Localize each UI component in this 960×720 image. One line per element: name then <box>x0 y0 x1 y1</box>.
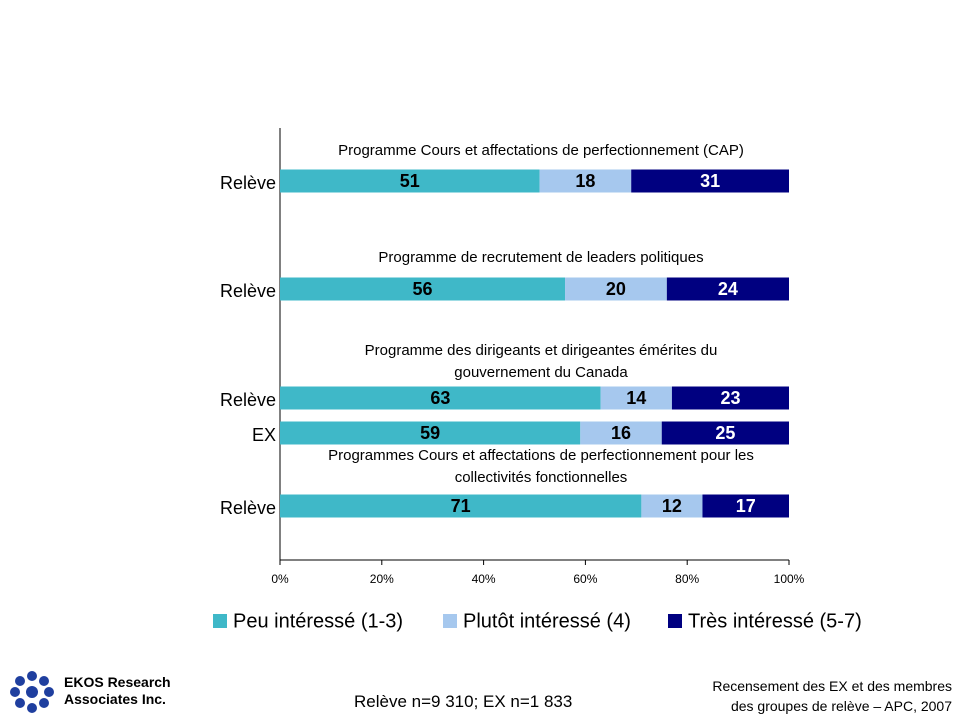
bar-segment <box>539 169 632 193</box>
legend-swatch <box>443 614 457 628</box>
y-tick-label: Relève <box>220 281 276 301</box>
group-heading: Programmes Cours et affectations de perf… <box>328 447 754 486</box>
value-label: 14 <box>626 388 646 408</box>
bar-segment <box>631 169 789 193</box>
legend-swatch <box>668 614 682 628</box>
legend-label: Peu intéressé (1-3) <box>233 610 403 632</box>
legend-label: Très intéressé (5-7) <box>688 610 862 632</box>
bar-segment <box>280 169 540 193</box>
source-note: Recensement des EX et des membres des gr… <box>712 678 952 714</box>
legend-swatch <box>213 614 227 628</box>
y-tick-label: EX <box>252 425 276 445</box>
bar-segment <box>600 386 672 410</box>
bar-segment <box>671 386 789 410</box>
value-label: 23 <box>720 388 740 408</box>
company: EKOS Research Associates Inc. <box>64 674 171 707</box>
group-heading: Programme des dirigeants et dirigeantes … <box>364 342 718 381</box>
x-tick-label: 100% <box>774 572 805 586</box>
bar-segment <box>702 494 789 518</box>
value-label: 20 <box>606 279 626 299</box>
legend-label: Plutôt intéressé (4) <box>463 610 631 632</box>
x-tick-label: 80% <box>675 572 699 586</box>
bar-segment <box>565 277 667 301</box>
bar-segment <box>280 277 566 301</box>
value-label: 12 <box>662 496 682 516</box>
value-label: 25 <box>715 423 735 443</box>
x-tick-label: 0% <box>271 572 289 586</box>
logo <box>10 671 54 713</box>
bar-segment <box>280 421 581 445</box>
bar-segment <box>661 421 789 445</box>
bar-segment <box>280 494 642 518</box>
value-label: 18 <box>575 171 595 191</box>
value-label: 71 <box>451 496 471 516</box>
x-tick-label: 20% <box>370 572 394 586</box>
y-tick-label: Relève <box>220 390 276 410</box>
value-label: 31 <box>700 171 720 191</box>
sample-note: Relève n=9 310; EX n=1 833 <box>354 692 573 711</box>
bar-segment <box>580 421 662 445</box>
value-label: 51 <box>400 171 420 191</box>
y-tick-label: Relève <box>220 498 276 518</box>
value-label: 16 <box>611 423 631 443</box>
y-tick-label: Relève <box>220 173 276 193</box>
value-label: 56 <box>413 279 433 299</box>
bar-segment <box>280 386 601 410</box>
bar-segment <box>666 277 789 301</box>
value-label: 63 <box>430 388 450 408</box>
group-heading: Programme de recrutement de leaders poli… <box>378 249 704 266</box>
bar-segment <box>641 494 703 518</box>
value-label: 59 <box>420 423 440 443</box>
x-tick-label: 40% <box>472 572 496 586</box>
x-tick-label: 60% <box>573 572 597 586</box>
value-label: 17 <box>736 496 756 516</box>
group-heading: Programme Cours et affectations de perfe… <box>338 142 744 159</box>
value-label: 24 <box>718 279 738 299</box>
